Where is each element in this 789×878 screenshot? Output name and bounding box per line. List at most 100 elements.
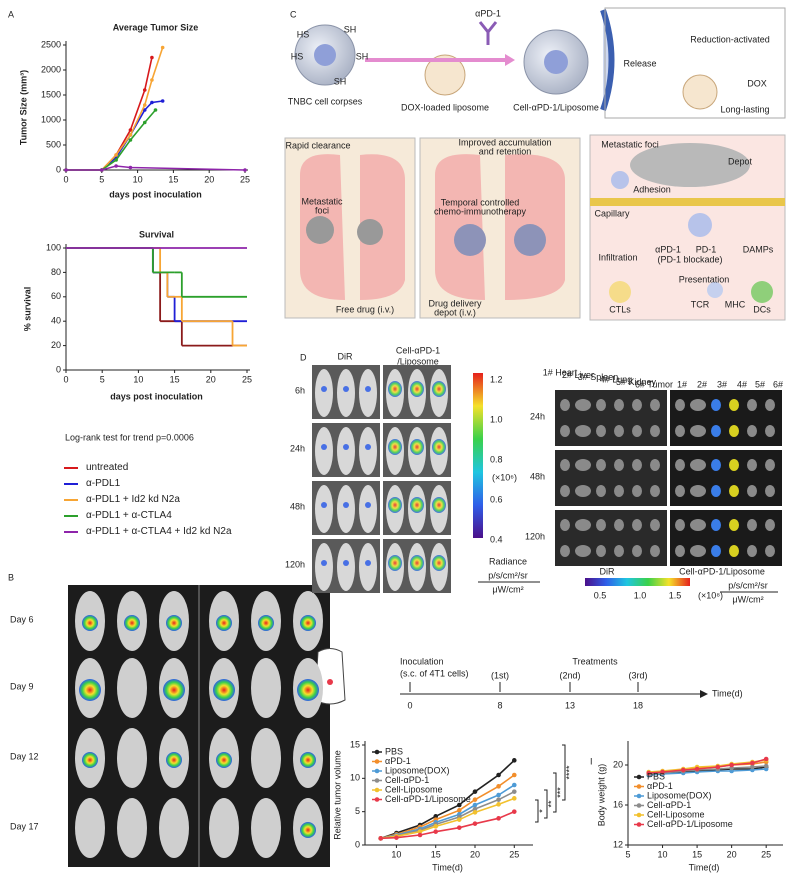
timeline-arrowhead <box>700 690 708 698</box>
x-tick-label: 20 <box>206 374 216 384</box>
organ <box>614 485 624 497</box>
row-label: 6h <box>295 385 305 395</box>
y-tick-label: 0 <box>355 839 360 849</box>
organ-label: 3# <box>717 379 727 389</box>
diagram-label: HS <box>297 29 310 39</box>
x-tick-label: 10 <box>391 849 401 859</box>
organ-label: 6# <box>773 379 783 389</box>
x-axis-label: Time(d) <box>689 862 720 872</box>
legend-label: αPD-1 <box>385 756 411 766</box>
signal <box>343 444 349 450</box>
signal <box>124 615 140 631</box>
signal <box>321 444 327 450</box>
row-label: 48h <box>290 501 305 511</box>
data-point <box>150 78 154 82</box>
data-point <box>472 797 478 802</box>
organ <box>596 545 606 557</box>
image-frame <box>555 510 667 566</box>
diagram-label: Cell-αPD-1/Liposome <box>513 102 599 112</box>
liposome <box>424 54 466 96</box>
data-point <box>114 153 118 157</box>
organ-label: 1# <box>677 379 687 389</box>
zoom-box <box>604 7 786 119</box>
signal <box>432 555 446 571</box>
data-point <box>729 762 734 768</box>
data-point <box>160 99 165 103</box>
data-point <box>142 108 147 112</box>
colorbar-title: Radiance <box>489 556 527 566</box>
data-point <box>680 767 686 773</box>
organ <box>614 425 624 437</box>
signal <box>300 822 316 838</box>
mouse <box>359 543 377 591</box>
signal <box>321 560 327 566</box>
panel-d-images <box>473 373 690 586</box>
legend-marker <box>374 797 380 802</box>
arrowhead <box>505 54 515 66</box>
colorbar-tick-label: 1.5 <box>669 590 682 600</box>
organ-label: 3# Spleen <box>578 372 619 382</box>
cell <box>688 213 712 237</box>
mouse <box>315 427 333 475</box>
significance-label: *** <box>555 787 565 798</box>
row-label: Day 17 <box>10 821 39 831</box>
organ <box>575 459 591 471</box>
organ <box>560 459 570 471</box>
lung-lobe <box>435 154 485 300</box>
panel-label: C <box>290 9 297 19</box>
organ <box>675 425 685 437</box>
signal <box>388 555 402 571</box>
organ <box>765 485 775 497</box>
series-line <box>380 759 515 840</box>
diagram-label: MHC <box>725 299 746 309</box>
data-point <box>694 766 700 772</box>
organ <box>650 519 660 531</box>
organ <box>560 485 570 497</box>
organ <box>729 485 739 497</box>
organ <box>575 399 591 411</box>
column-header: Cell-αPD-1 <box>396 345 440 355</box>
legend-entry: α-PDL1 + α-CTLA4 <box>64 510 234 522</box>
diagram-label: Improved accumulation <box>458 137 551 147</box>
mouse <box>117 728 147 788</box>
x-tick-label: 15 <box>168 174 178 184</box>
legend-entry: α-PDL1 + α-CTLA4 + Id2 kd N2a <box>64 526 234 538</box>
organ <box>560 519 570 531</box>
data-point <box>660 769 665 775</box>
series-line <box>66 165 246 171</box>
row-label: Day 6 <box>10 614 34 624</box>
data-point <box>456 802 462 808</box>
chart-title: Average Tumor Size <box>113 22 199 32</box>
organ <box>650 425 660 437</box>
colorbar-tick-label: 0.4 <box>490 534 503 544</box>
diagram-label: Metastatic <box>301 196 343 206</box>
y-tick-label: 500 <box>46 139 61 149</box>
legend-marker <box>636 784 642 789</box>
timeline-tick: 18 <box>633 700 643 710</box>
x-tick-label: 20 <box>727 849 737 859</box>
colorbar-unit: μW/cm² <box>492 584 523 594</box>
organ <box>690 399 706 411</box>
data-point <box>496 816 501 821</box>
x-tick-label: 10 <box>133 174 143 184</box>
signal <box>300 752 316 768</box>
organ <box>675 519 685 531</box>
organ <box>690 485 706 497</box>
panel-label: A <box>8 9 14 19</box>
organ <box>711 425 721 437</box>
organ <box>632 519 642 531</box>
y-axis-label: % survival <box>22 287 32 332</box>
x-tick-label: 25 <box>242 374 252 384</box>
timeline-label: Inoculation <box>400 656 444 666</box>
mouse <box>315 543 333 591</box>
legend-label: Cell-αPD-1/Liposome <box>647 819 733 829</box>
legend-swatch <box>64 483 78 485</box>
metastasis <box>514 224 546 256</box>
organ <box>675 485 685 497</box>
organ <box>614 459 624 471</box>
data-point <box>417 829 423 834</box>
data-point <box>456 825 462 830</box>
signal <box>388 381 402 397</box>
panel-c-art <box>284 7 786 321</box>
y-tick-label: 1000 <box>41 114 61 124</box>
